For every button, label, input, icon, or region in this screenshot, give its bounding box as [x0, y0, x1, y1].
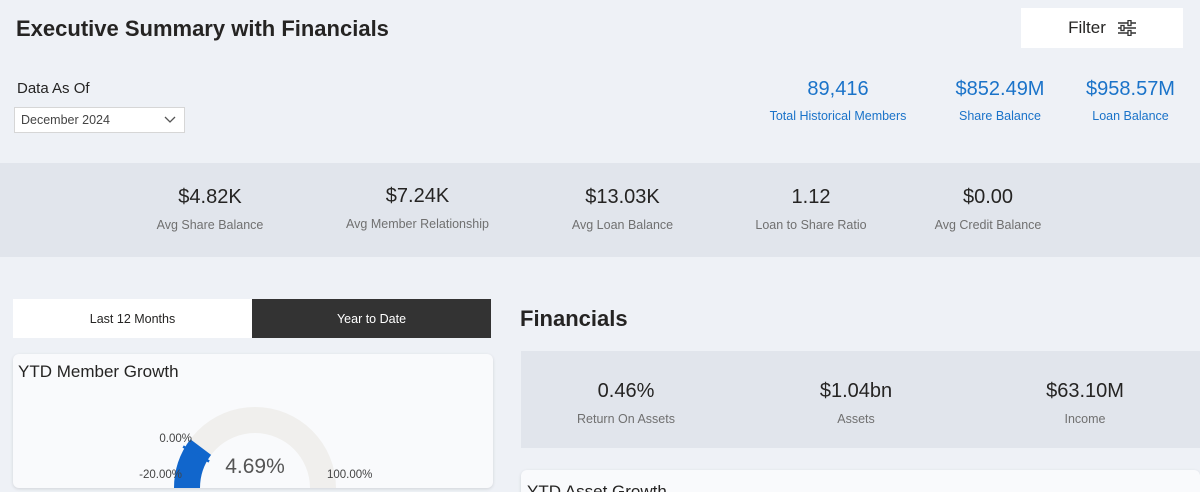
- gauge-target-marker: [182, 445, 210, 463]
- sliders-icon: [1117, 20, 1136, 36]
- kpi-value: $1.04bn: [819, 380, 893, 402]
- kpi-value: 0.46%: [597, 380, 655, 402]
- kpi-label: Avg Share Balance: [156, 218, 264, 232]
- kpi-label: Assets: [837, 412, 875, 426]
- kpi-avg-credit-balance: $0.00 Avg Credit Balance: [920, 186, 1056, 232]
- kpi-value: $852.49M: [955, 78, 1045, 100]
- page-title: Executive Summary with Financials: [16, 16, 389, 41]
- toggle-year-to-date[interactable]: Year to Date: [252, 299, 491, 338]
- kpi-value: $0.00: [962, 186, 1014, 208]
- gauge-max-label: 100.00%: [327, 469, 372, 481]
- kpi-label: Share Balance: [958, 109, 1041, 123]
- gauge-track: [174, 407, 336, 488]
- kpi-label: Loan Balance: [1092, 109, 1169, 123]
- kpi-loan-share-ratio: 1.12 Loan to Share Ratio: [741, 186, 881, 232]
- kpi-loan-balance: $958.57M Loan Balance: [1077, 78, 1184, 123]
- kpi-avg-share-balance: $4.82K Avg Share Balance: [140, 186, 280, 232]
- toggle-last-12-months[interactable]: Last 12 Months: [13, 299, 252, 338]
- kpi-value: 89,416: [807, 78, 869, 100]
- kpi-band: [0, 163, 1200, 257]
- data-as-of-label: Data As Of: [17, 80, 90, 97]
- gauge-target-label: 0.00%: [159, 433, 192, 445]
- kpi-label: Loan to Share Ratio: [755, 218, 867, 232]
- member-growth-card: YTD Member Growth 4.69% 0.00% -20.00% 10…: [13, 354, 493, 488]
- kpi-value: $4.82K: [178, 186, 242, 208]
- kpi-avg-loan-balance: $13.03K Avg Loan Balance: [555, 186, 690, 232]
- chevron-down-icon: [164, 116, 176, 123]
- kpi-assets: $1.04bn Assets: [806, 380, 906, 426]
- gauge-fill: [174, 439, 212, 488]
- member-growth-gauge: 4.69% 0.00% -20.00% 100.00%: [139, 407, 372, 488]
- kpi-label: Income: [1064, 412, 1106, 426]
- kpi-value: 1.12: [791, 186, 831, 208]
- kpi-value: $7.24K: [385, 185, 450, 207]
- kpi-label: Return On Assets: [577, 412, 675, 426]
- kpi-return-on-assets: 0.46% Return On Assets: [565, 380, 687, 426]
- gauge-min-label: -20.00%: [139, 469, 182, 481]
- asset-growth-title: YTD Asset Growth: [527, 482, 667, 492]
- member-growth-title: YTD Member Growth: [18, 362, 179, 381]
- kpi-label: Avg Loan Balance: [571, 218, 674, 232]
- kpi-value: $13.03K: [585, 186, 660, 208]
- kpi-label: Avg Member Relationship: [346, 217, 489, 231]
- kpi-share-balance: $852.49M Share Balance: [945, 78, 1055, 123]
- financials-band: [521, 351, 1200, 448]
- filter-button-label: Filter: [1068, 18, 1106, 37]
- kpi-income: $63.10M Income: [1030, 380, 1140, 426]
- financials-title: Financials: [520, 306, 628, 331]
- date-dropdown-value: December 2024: [21, 113, 110, 127]
- asset-growth-card: YTD Asset Growth: [521, 470, 1200, 492]
- gauge-value: 4.69%: [225, 455, 285, 478]
- kpi-avg-member-relationship: $7.24K Avg Member Relationship: [330, 185, 505, 231]
- kpi-value: $63.10M: [1046, 380, 1124, 402]
- kpi-label: Total Historical Members: [769, 109, 907, 123]
- kpi-value: $958.57M: [1086, 78, 1175, 100]
- kpi-total-members: 89,416 Total Historical Members: [760, 78, 916, 123]
- filter-button[interactable]: Filter: [1021, 8, 1183, 48]
- kpi-label: Avg Credit Balance: [934, 218, 1042, 232]
- date-dropdown[interactable]: December 2024: [14, 107, 185, 133]
